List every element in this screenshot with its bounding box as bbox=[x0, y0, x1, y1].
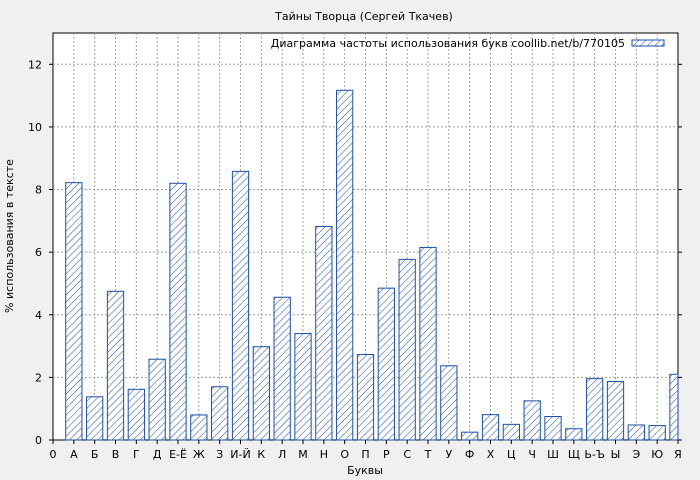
legend: Диаграмма частоты использования букв coo… bbox=[271, 37, 665, 50]
bar-П bbox=[356, 354, 375, 441]
bar-Ф bbox=[461, 431, 479, 441]
x-tick-label: Х bbox=[487, 448, 495, 461]
x-tick-label: Ч bbox=[528, 448, 536, 461]
bar-О bbox=[336, 89, 354, 441]
x-tick-label: Я bbox=[674, 448, 682, 461]
y-tick-label: 10 bbox=[28, 121, 42, 134]
x-tick-label: Л bbox=[278, 448, 286, 461]
bar-М bbox=[294, 333, 312, 441]
x-tick-label: Г bbox=[133, 448, 140, 461]
bar-Щ bbox=[565, 428, 583, 441]
x-tick-label: Т bbox=[424, 448, 432, 461]
y-tick-label: 4 bbox=[35, 309, 42, 322]
x-tick-label: А bbox=[70, 448, 78, 461]
bar-Ь-Ъ bbox=[586, 378, 604, 441]
y-tick-label: 8 bbox=[35, 184, 42, 197]
bar-Я bbox=[669, 373, 679, 441]
x-axis-ticks: 0 А Б В Г Д Е-Ё Ж З И-Й К Л М Н О П Р С Т У Ф Х Ц Ч Ш Щ Ь-Ъ Ы Э Ю Я bbox=[50, 440, 682, 461]
bar-З bbox=[211, 386, 229, 441]
x-tick-label: Е-Ё bbox=[169, 448, 187, 461]
bar-Ж bbox=[190, 414, 208, 441]
x-tick-label: Ф bbox=[465, 448, 474, 461]
bar-Е-Ё bbox=[169, 182, 187, 441]
legend-swatch bbox=[631, 39, 665, 47]
bar-Ц bbox=[502, 423, 520, 441]
x-tick-label: С bbox=[403, 448, 411, 461]
x-tick-label: П bbox=[361, 448, 369, 461]
x-tick-label: М bbox=[298, 448, 308, 461]
x-tick-label: И-Й bbox=[230, 448, 250, 461]
bar-И-Й bbox=[231, 170, 250, 441]
bar-Н bbox=[315, 225, 333, 441]
bar-Х bbox=[481, 414, 500, 441]
bar-К bbox=[252, 346, 270, 441]
bars bbox=[65, 89, 679, 441]
x-tick-label: З bbox=[216, 448, 223, 461]
bar-Б bbox=[86, 396, 104, 441]
x-tick-label: Э bbox=[632, 448, 640, 461]
bar-Ш bbox=[544, 416, 562, 441]
bar-Ы bbox=[606, 380, 625, 441]
y-axis-label: % использования в тексте bbox=[3, 159, 16, 313]
x-tick-label: 0 bbox=[50, 448, 57, 461]
y-tick-label: 6 bbox=[35, 246, 42, 259]
legend-label: Диаграмма частоты использования букв coo… bbox=[271, 37, 625, 50]
x-tick-label: У bbox=[445, 448, 452, 461]
bar-Ю bbox=[648, 425, 666, 441]
x-axis-label: Буквы bbox=[347, 464, 383, 477]
y-tick-label: 0 bbox=[35, 434, 42, 447]
y-tick-label: 12 bbox=[28, 58, 42, 71]
x-tick-label: Ш bbox=[547, 448, 559, 461]
x-tick-label: Ю bbox=[651, 448, 663, 461]
x-tick-label: О bbox=[340, 448, 349, 461]
y-axis-ticks: 0 2 4 6 8 10 12 bbox=[28, 58, 682, 447]
bar-Г bbox=[127, 388, 145, 441]
x-tick-label: Ь-Ъ bbox=[584, 448, 605, 461]
bar-Р bbox=[377, 287, 395, 441]
bar-Д bbox=[148, 358, 166, 441]
bar-В bbox=[106, 290, 125, 441]
bar-У bbox=[440, 365, 458, 441]
x-tick-label: К bbox=[257, 448, 265, 461]
chart-title: Тайны Творца (Сергей Ткачев) bbox=[274, 10, 453, 23]
x-tick-label: Ж bbox=[193, 448, 205, 461]
bar-С bbox=[398, 258, 416, 441]
bar-Л bbox=[273, 296, 291, 441]
x-tick-label: Д bbox=[153, 448, 162, 461]
bar-Ч bbox=[523, 400, 541, 441]
bar-А bbox=[65, 182, 83, 441]
x-tick-label: В bbox=[112, 448, 120, 461]
bar-Э bbox=[627, 424, 645, 441]
x-tick-label: Б bbox=[91, 448, 99, 461]
x-tick-label: Ы bbox=[611, 448, 621, 461]
bar-Т bbox=[419, 246, 437, 441]
x-tick-label: Щ bbox=[568, 448, 580, 461]
x-tick-label: Н bbox=[320, 448, 328, 461]
x-tick-label: Р bbox=[383, 448, 390, 461]
x-tick-label: Ц bbox=[507, 448, 516, 461]
y-tick-label: 2 bbox=[35, 371, 42, 384]
